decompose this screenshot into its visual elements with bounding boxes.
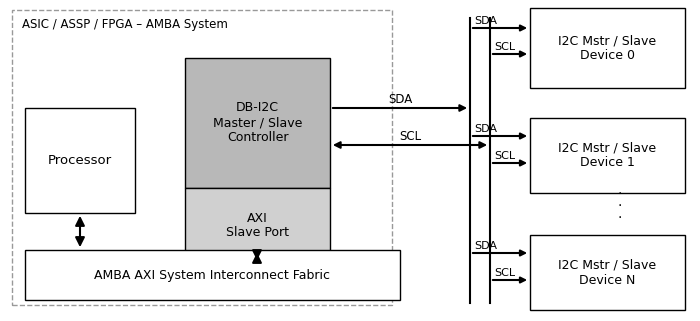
- Bar: [530, 8, 685, 88]
- Bar: [25, 250, 400, 300]
- Text: SDA: SDA: [474, 16, 497, 26]
- Text: .: .: [618, 195, 622, 209]
- Bar: [530, 235, 685, 310]
- Bar: [530, 118, 685, 193]
- Text: SDA: SDA: [474, 124, 497, 134]
- Text: AXI
Slave Port: AXI Slave Port: [226, 212, 289, 239]
- Text: SCL: SCL: [494, 42, 515, 52]
- Text: ASIC / ASSP / FPGA – AMBA System: ASIC / ASSP / FPGA – AMBA System: [22, 18, 228, 31]
- Bar: [25, 108, 135, 213]
- Text: SCL: SCL: [494, 151, 515, 161]
- Text: AMBA AXI System Interconnect Fabric: AMBA AXI System Interconnect Fabric: [94, 268, 330, 282]
- Text: .: .: [618, 207, 622, 221]
- Text: Processor: Processor: [48, 154, 112, 167]
- Bar: [185, 58, 330, 188]
- Text: I2C Mstr / Slave
Device 0: I2C Mstr / Slave Device 0: [559, 34, 657, 62]
- Text: .: .: [618, 183, 622, 197]
- Text: SCL: SCL: [399, 130, 421, 143]
- Text: SDA: SDA: [388, 93, 412, 106]
- Text: I2C Mstr / Slave
Device N: I2C Mstr / Slave Device N: [559, 258, 657, 287]
- Text: DB-I2C
Master / Slave
Controller: DB-I2C Master / Slave Controller: [213, 101, 302, 144]
- Text: SCL: SCL: [494, 268, 515, 278]
- Text: I2C Mstr / Slave
Device 1: I2C Mstr / Slave Device 1: [559, 142, 657, 169]
- Bar: [12, 10, 392, 305]
- Text: SDA: SDA: [474, 241, 497, 251]
- Bar: [185, 188, 330, 263]
